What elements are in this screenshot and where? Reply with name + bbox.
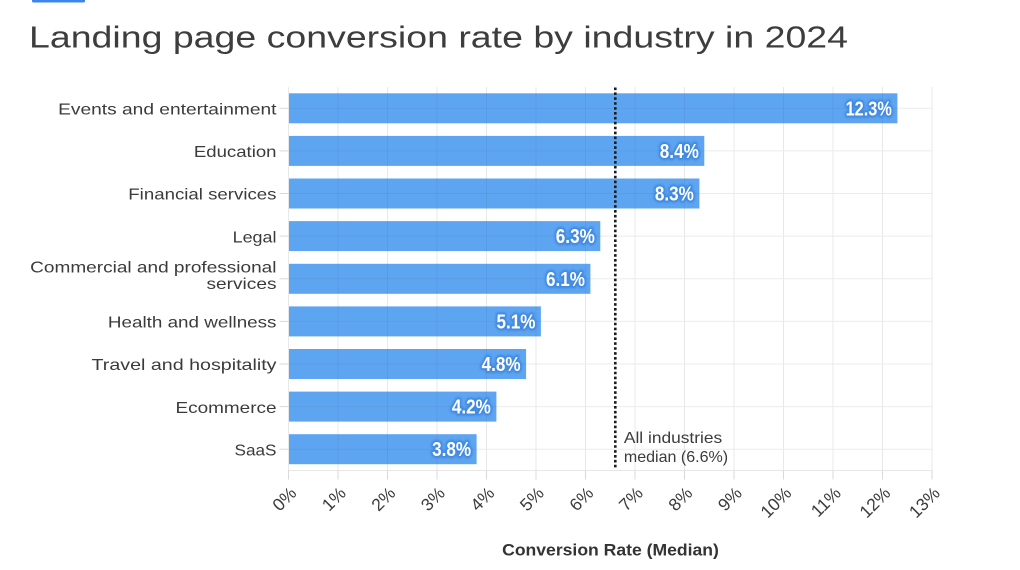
- svg-text:4.2%: 4.2%: [452, 397, 491, 419]
- svg-text:median (6.6%): median (6.6%): [624, 449, 728, 466]
- svg-text:4.8%: 4.8%: [482, 354, 521, 376]
- svg-text:12.3%: 12.3%: [846, 98, 892, 120]
- svg-text:Education: Education: [194, 144, 277, 161]
- svg-text:4.8%: 4.8%: [482, 354, 521, 376]
- svg-text:Conversion Rate (Median): Conversion Rate (Median): [502, 541, 719, 560]
- svg-text:8.3%: 8.3%: [655, 184, 694, 206]
- svg-text:Ecommerce: Ecommerce: [176, 400, 277, 417]
- svg-text:6.3%: 6.3%: [556, 226, 595, 248]
- svg-text:5.1%: 5.1%: [497, 311, 536, 333]
- svg-text:3.8%: 3.8%: [432, 439, 471, 461]
- svg-text:4.2%: 4.2%: [452, 397, 491, 419]
- svg-text:8.3%: 8.3%: [655, 184, 694, 206]
- svg-text:SaaS: SaaS: [235, 442, 277, 459]
- svg-text:services: services: [207, 276, 277, 293]
- svg-text:Events and entertainment: Events and entertainment: [58, 102, 277, 119]
- svg-text:12.3%: 12.3%: [846, 98, 892, 120]
- svg-text:8.4%: 8.4%: [660, 141, 699, 163]
- svg-text:5.1%: 5.1%: [497, 311, 536, 333]
- svg-text:8.4%: 8.4%: [660, 141, 699, 163]
- svg-text:Financial services: Financial services: [128, 187, 276, 204]
- svg-text:Legal: Legal: [233, 229, 277, 246]
- svg-text:Travel and hospitality: Travel and hospitality: [92, 357, 277, 374]
- svg-text:6.1%: 6.1%: [546, 269, 585, 291]
- svg-text:6.1%: 6.1%: [546, 269, 585, 291]
- svg-text:All industries: All industries: [624, 430, 722, 447]
- svg-text:Commercial and professional: Commercial and professional: [30, 259, 276, 276]
- svg-text:3.8%: 3.8%: [432, 439, 471, 461]
- svg-text:Landing page conversion rate b: Landing page conversion rate by industry…: [29, 20, 848, 55]
- svg-text:6.3%: 6.3%: [556, 226, 595, 248]
- svg-text:Health and wellness: Health and wellness: [108, 315, 277, 332]
